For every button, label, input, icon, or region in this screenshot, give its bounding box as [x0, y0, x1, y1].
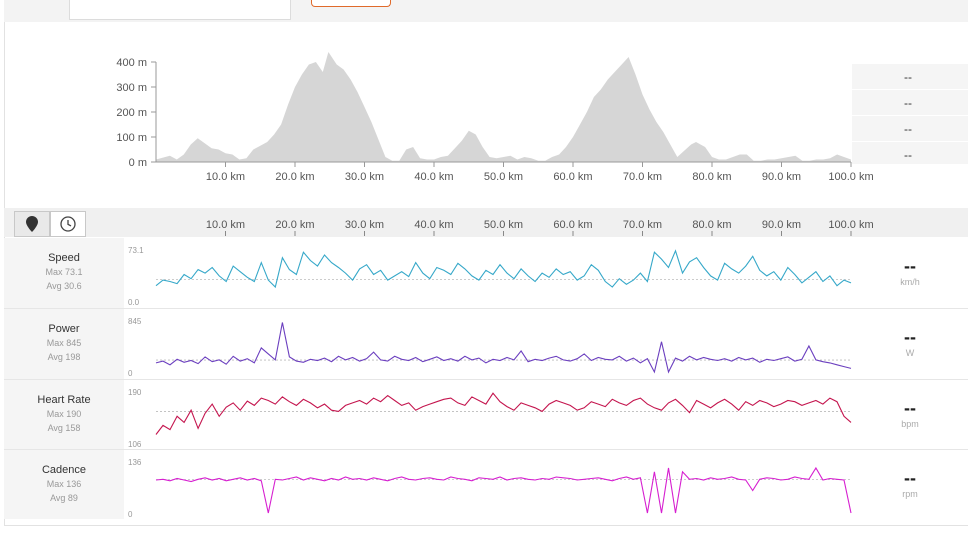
power-unit: W — [905, 348, 915, 358]
clock-icon — [60, 216, 76, 232]
speed-row-label: Speed Max 73.1 Avg 30.6 — [4, 238, 124, 308]
elevation-x-tick-label: 50.0 km — [484, 171, 523, 183]
speed-name: Speed — [48, 252, 80, 264]
heart-rate-current: -- bpm — [852, 380, 968, 449]
power-ymax-label: 845 — [128, 317, 142, 326]
speed-value: -- — [904, 256, 916, 276]
action-button[interactable] — [311, 0, 391, 7]
stream-axis-tick-label: 80.0 km — [692, 219, 731, 231]
speed-ymin-label: 0.0 — [128, 298, 140, 307]
speed-unit: km/h — [900, 277, 920, 287]
elevation-x-tick-label: 90.0 km — [762, 171, 801, 183]
stream-axis-tick-label: 20.0 km — [275, 219, 314, 231]
stream-axis-tick-label: 90.0 km — [762, 219, 801, 231]
cadence-value: -- — [904, 468, 916, 488]
elevation-stat-3: -- — [852, 116, 968, 142]
elevation-y-tick-label: 0 m — [129, 157, 147, 169]
stream-distance-axis: 10.0 km 20.0 km 30.0 km 40.0 km 50.0 km 60.0 … — [206, 219, 874, 236]
search-input[interactable] — [69, 0, 291, 20]
elevation-stats-panel: -- -- -- -- — [852, 64, 968, 168]
power-row-label: Power Max 845 Avg 198 — [4, 309, 124, 379]
stream-axis-tick-label: 40.0 km — [414, 219, 453, 231]
elevation-y-tick-label: 400 m — [116, 57, 147, 69]
cadence-row-label: Cadence Max 136 Avg 89 — [4, 450, 124, 519]
elevation-x-tick-label: 80.0 km — [692, 171, 731, 183]
top-toolbar — [4, 0, 968, 22]
elevation-stat-2: -- — [852, 90, 968, 116]
speed-series-line — [155, 249, 852, 289]
speed-avg: Avg 30.6 — [46, 281, 82, 291]
cadence-max: Max 136 — [46, 479, 82, 489]
power-value: -- — [904, 327, 916, 347]
stream-axis-tick-label: 30.0 km — [345, 219, 384, 231]
activity-analysis-panel — [4, 0, 968, 526]
speed-current: -- km/h — [852, 238, 968, 308]
elevation-y-tick-label: 300 m — [116, 82, 147, 94]
elevation-x-tick-label: 70.0 km — [623, 171, 662, 183]
elevation-stat-4: -- — [852, 142, 968, 168]
cadence-avg: Avg 89 — [50, 493, 78, 503]
cadence-name: Cadence — [41, 464, 87, 476]
clock-button[interactable] — [50, 211, 86, 237]
power-max: Max 845 — [46, 338, 82, 348]
elevation-x-tick-label: 10.0 km — [206, 171, 245, 183]
map-marker-button[interactable] — [14, 211, 50, 237]
heart-rate-name: Heart Rate — [37, 394, 91, 406]
elevation-y-tick-label: 100 m — [116, 132, 147, 144]
elevation-stat-1: -- — [852, 64, 968, 90]
elevation-chart: 400 m 300 m 200 m 100 m 0 m 10.0 km 20.0 km 30.… — [116, 52, 874, 183]
heart-rate-series-line — [155, 392, 852, 435]
power-ymin-label: 0 — [128, 369, 133, 378]
cadence-ymin-label: 0 — [128, 510, 133, 519]
heart-rate-avg: Avg 158 — [47, 423, 81, 433]
cadence-series-line — [155, 466, 852, 514]
stream-axis-tick-label: 10.0 km — [206, 219, 245, 231]
stream-axis-tick-label: 70.0 km — [623, 219, 662, 231]
speed-ymax-label: 73.1 — [128, 246, 144, 255]
power-series-line — [155, 322, 852, 374]
power-avg: Avg 198 — [47, 352, 81, 362]
cadence-current: -- rpm — [852, 450, 968, 519]
row-divider — [4, 449, 968, 450]
heart-rate-ymax-label: 190 — [128, 388, 142, 397]
heart-rate-row-label: Heart Rate Max 190 Avg 158 — [4, 380, 124, 449]
speed-max: Max 73.1 — [45, 267, 83, 277]
stream-axis-tick-label: 100.0 km — [828, 219, 873, 231]
heart-rate-value: -- — [904, 398, 916, 418]
heart-rate-unit: bpm — [901, 419, 919, 429]
power-current: -- W — [852, 309, 968, 379]
elevation-x-tick-label: 40.0 km — [414, 171, 453, 183]
elevation-x-tick-label: 60.0 km — [553, 171, 592, 183]
elevation-x-tick-label: 100.0 km — [828, 171, 873, 183]
stream-axis-tick-label: 60.0 km — [553, 219, 592, 231]
elevation-x-tick-label: 20.0 km — [275, 171, 314, 183]
stream-charts: 73.1 0.0 845 0 190 106 136 0 — [128, 246, 852, 519]
row-divider — [4, 308, 968, 309]
heart-rate-ymin-label: 106 — [128, 440, 142, 449]
power-name: Power — [48, 323, 80, 335]
map-marker-icon — [26, 216, 38, 232]
cadence-unit: rpm — [902, 489, 918, 499]
elevation-x-tick-label: 30.0 km — [345, 171, 384, 183]
cadence-ymax-label: 136 — [128, 458, 142, 467]
heart-rate-max: Max 190 — [46, 409, 82, 419]
stream-axis-tick-label: 50.0 km — [484, 219, 523, 231]
row-divider — [4, 379, 968, 380]
elevation-area — [156, 52, 851, 162]
stream-toolbar — [4, 208, 968, 237]
elevation-y-tick-label: 200 m — [116, 107, 147, 119]
